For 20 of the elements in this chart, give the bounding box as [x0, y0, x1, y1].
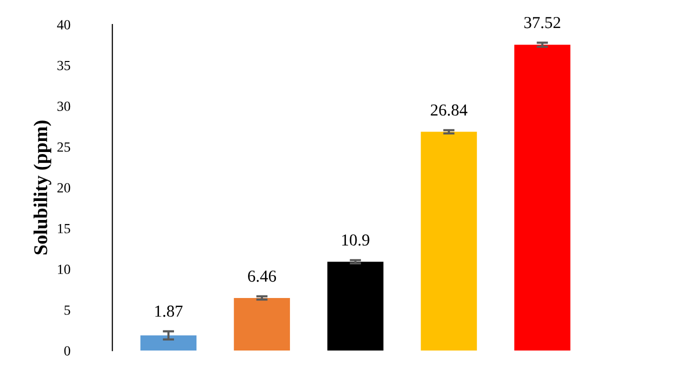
bar: [140, 335, 196, 351]
y-tick-label: 35: [57, 60, 70, 70]
y-tick-label: 5: [64, 306, 70, 315]
y-tick-label: 0: [64, 346, 70, 356]
bar: [327, 262, 384, 351]
bar: [420, 132, 477, 351]
y-tick-label: 10: [58, 264, 70, 274]
bar: [514, 44, 570, 351]
data-label: 10.9: [342, 234, 370, 246]
bar: [234, 298, 290, 351]
data-label: 26.84: [430, 104, 468, 116]
y-tick-label: 15: [58, 224, 70, 234]
data-label: 1.87: [155, 306, 183, 317]
y-tick-label: 20: [57, 183, 70, 193]
y-tick-label: 30: [57, 102, 70, 111]
y-tick-label: 40: [57, 20, 70, 30]
data-label: 37.52: [524, 16, 560, 28]
y-axis-title: Solubility (ppm): [34, 120, 52, 254]
data-label: 6.46: [248, 270, 276, 282]
y-tick-label: 25: [57, 142, 70, 152]
